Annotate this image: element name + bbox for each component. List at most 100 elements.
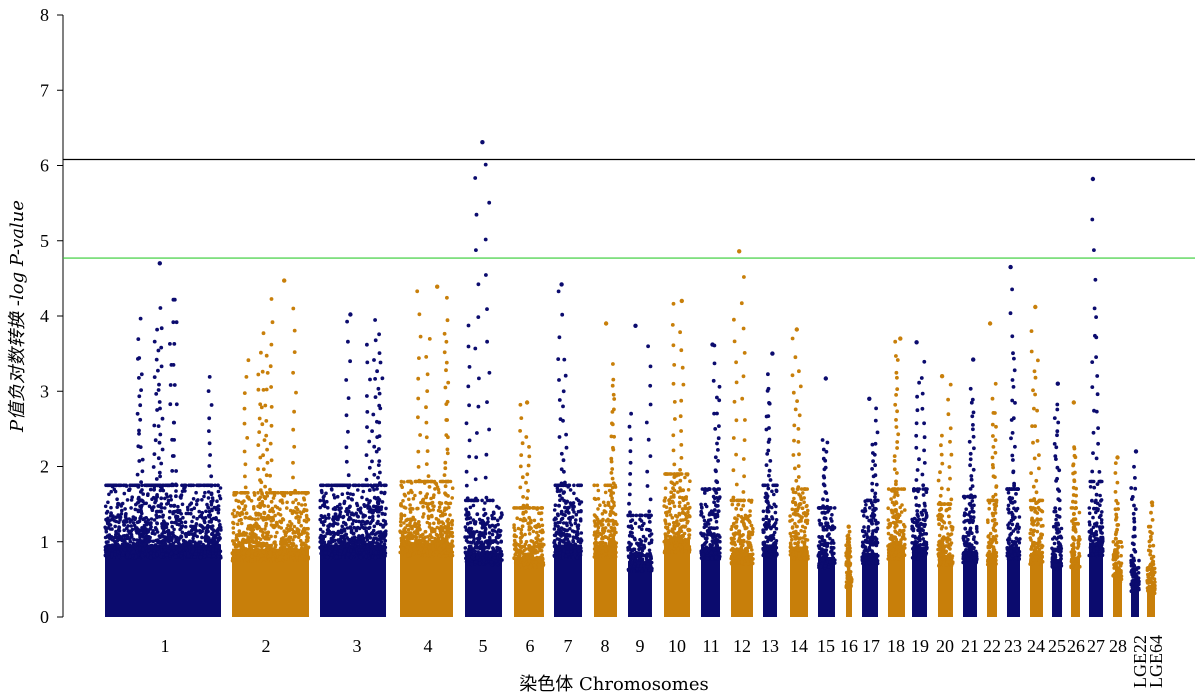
snp-point (362, 483, 366, 488)
snp-point (269, 423, 274, 428)
snp-point (424, 355, 429, 359)
snp-point (476, 404, 481, 409)
chromosome-2-points (230, 278, 311, 617)
snp-point (672, 504, 677, 509)
snp-point (113, 483, 117, 488)
snp-point (378, 360, 383, 365)
snp-point (115, 544, 120, 549)
snp-point (611, 500, 616, 505)
snp-point (217, 494, 222, 498)
snp-point (265, 371, 270, 375)
snp-point (151, 529, 155, 533)
snp-point (199, 544, 203, 548)
snp-point (170, 524, 174, 529)
snp-point (567, 540, 571, 544)
snp-point (416, 376, 421, 381)
snp-point (450, 486, 455, 491)
snp-point (294, 547, 299, 552)
snp-point (412, 552, 416, 556)
snp-point (231, 531, 236, 535)
y-tick-label: 5 (40, 231, 49, 251)
snp-point (426, 502, 431, 506)
snp-point (198, 530, 203, 535)
snp-point (519, 535, 524, 539)
snp-point (485, 550, 490, 554)
snp-point (122, 528, 126, 532)
snp-point (203, 490, 207, 495)
snp-point (293, 488, 297, 493)
snp-point (117, 502, 121, 506)
snp-point (112, 555, 116, 560)
snp-point (165, 529, 170, 534)
snp-point (355, 514, 360, 518)
snp-point (648, 402, 653, 407)
snp-point (637, 542, 641, 546)
snp-point (183, 525, 188, 529)
snp-point (246, 535, 250, 539)
snp-point (264, 387, 269, 392)
snp-point (526, 463, 531, 468)
snp-point (286, 529, 290, 533)
snp-point (358, 555, 363, 560)
snp-point (179, 493, 184, 497)
snp-point (518, 402, 523, 407)
snp-point (595, 530, 600, 535)
snp-point (611, 481, 616, 486)
snp-point (140, 469, 145, 474)
snp-point (250, 554, 254, 559)
snp-point (412, 547, 417, 552)
snp-point (361, 489, 366, 494)
snp-point (436, 508, 441, 513)
snp-point (686, 527, 690, 532)
snp-point (217, 532, 221, 537)
snp-point (195, 499, 199, 503)
snp-point (531, 506, 535, 510)
snp-point (164, 525, 169, 530)
snp-point (679, 545, 684, 549)
snp-point (445, 447, 450, 452)
snp-point (714, 543, 719, 547)
snp-point (451, 544, 455, 548)
snp-point (610, 506, 614, 511)
snp-point (268, 509, 272, 513)
snp-point (636, 561, 641, 565)
snp-point (610, 526, 615, 531)
snp-point (278, 519, 282, 524)
snp-point (371, 412, 376, 417)
snp-point (122, 523, 126, 527)
snp-point (240, 512, 245, 516)
snp-point (341, 520, 346, 525)
snp-point (249, 558, 254, 563)
snp-point (133, 527, 138, 531)
snp-point (371, 514, 375, 519)
snp-point (246, 491, 250, 495)
snp-point (365, 483, 370, 488)
snp-point (267, 491, 272, 495)
snp-point (411, 496, 416, 501)
snp-point (663, 518, 667, 522)
snp-point (672, 363, 677, 367)
snp-point (138, 316, 143, 321)
snp-point (683, 506, 687, 511)
snp-point (194, 502, 199, 507)
snp-point (447, 526, 451, 531)
snp-point (518, 517, 523, 522)
snp-point (678, 478, 683, 483)
snp-point (292, 444, 297, 449)
snp-point (139, 388, 144, 392)
snp-point (252, 493, 257, 497)
snp-point (350, 522, 355, 526)
snp-point (183, 489, 187, 493)
snp-point (431, 508, 436, 512)
snp-point (159, 554, 163, 559)
snp-point (595, 545, 600, 550)
snp-point (435, 485, 440, 489)
snp-point (159, 496, 164, 501)
snp-point (232, 553, 236, 557)
snp-point (606, 519, 611, 523)
snp-point (649, 538, 654, 542)
snp-point (296, 501, 301, 506)
snp-point (116, 532, 120, 536)
snp-point (128, 554, 132, 559)
snp-point (203, 536, 207, 540)
